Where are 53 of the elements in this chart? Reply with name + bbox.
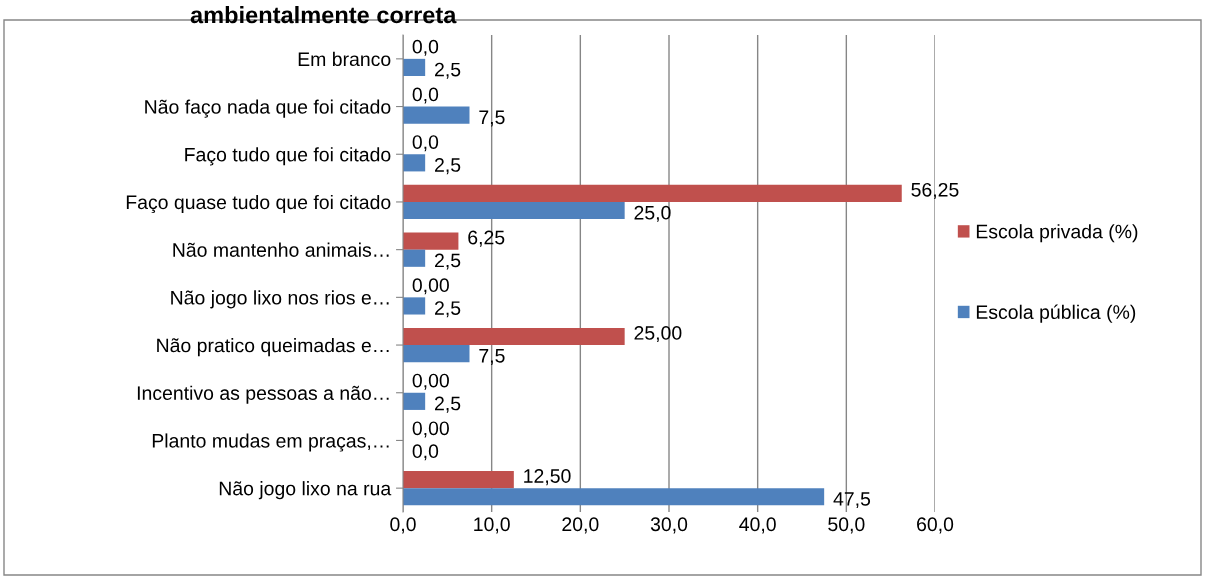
x-tick-label: 50,0 bbox=[828, 517, 865, 534]
bar bbox=[403, 201, 625, 220]
data-label: 12,50 bbox=[524, 469, 571, 486]
y-tick-label: Não jogo lixo nos rios e… bbox=[171, 290, 389, 309]
data-label: 0,0 bbox=[412, 87, 439, 104]
data-label: 0,00 bbox=[412, 373, 449, 390]
data-label: 0,0 bbox=[412, 135, 439, 152]
y-tick-label: Não jogo lixo na rua bbox=[219, 481, 392, 500]
y-tick-label: Incentivo as pessoas a não… bbox=[137, 385, 389, 404]
x-tick-label: 40,0 bbox=[739, 517, 776, 534]
bar bbox=[403, 470, 514, 489]
data-label: 0,0 bbox=[412, 39, 439, 56]
y-tick-label: Não faço nada que foi citado bbox=[145, 99, 391, 118]
bar bbox=[403, 184, 902, 202]
data-label: 2,5 bbox=[435, 158, 461, 175]
y-tick-label: Não mantenho animais… bbox=[173, 242, 389, 257]
x-tick-label: 0,0 bbox=[390, 517, 416, 534]
legend-label: Escola privada (%) bbox=[976, 224, 1138, 243]
x-tick-label: 10,0 bbox=[474, 517, 510, 534]
x-tick-label: 30,0 bbox=[650, 517, 688, 534]
bar bbox=[403, 154, 426, 172]
data-label: 47,5 bbox=[833, 492, 871, 509]
bar bbox=[403, 327, 625, 346]
y-tick-label: Faço tudo que foi citado bbox=[185, 147, 391, 166]
data-label: 7,5 bbox=[479, 349, 505, 365]
y-tick-label: Não pratico queimadas e… bbox=[157, 338, 389, 357]
bar bbox=[403, 488, 825, 506]
data-label: 56,25 bbox=[911, 182, 959, 199]
bar bbox=[403, 232, 459, 250]
bar bbox=[403, 106, 470, 124]
x-tick-label: 20,0 bbox=[562, 517, 599, 534]
data-label: 7,5 bbox=[479, 110, 505, 127]
data-label: 2,5 bbox=[435, 396, 461, 413]
legend-label: Escola pública (%) bbox=[976, 304, 1136, 323]
y-tick-label: Faço quase tudo que foi citado bbox=[126, 194, 391, 214]
bar bbox=[403, 58, 426, 77]
y-tick-label: Em branco bbox=[298, 51, 391, 67]
data-label: 2,5 bbox=[435, 253, 461, 270]
data-label: 0,00 bbox=[412, 421, 449, 438]
data-label: 25,00 bbox=[634, 326, 682, 343]
x-tick-label: 60,0 bbox=[917, 517, 954, 534]
data-label: 0,0 bbox=[412, 444, 439, 461]
data-label: 6,25 bbox=[468, 230, 505, 247]
bar bbox=[403, 297, 426, 315]
y-tick-label: Planto mudas em praças,… bbox=[152, 433, 389, 452]
data-label: 2,5 bbox=[435, 62, 461, 79]
bar bbox=[403, 249, 426, 267]
bar bbox=[403, 345, 470, 363]
bar bbox=[403, 392, 426, 410]
data-label: 25,0 bbox=[634, 205, 671, 222]
data-label: 0,00 bbox=[412, 278, 449, 295]
chart-title: ambientalmente correta bbox=[190, 6, 457, 24]
data-label: 2,5 bbox=[435, 301, 461, 318]
